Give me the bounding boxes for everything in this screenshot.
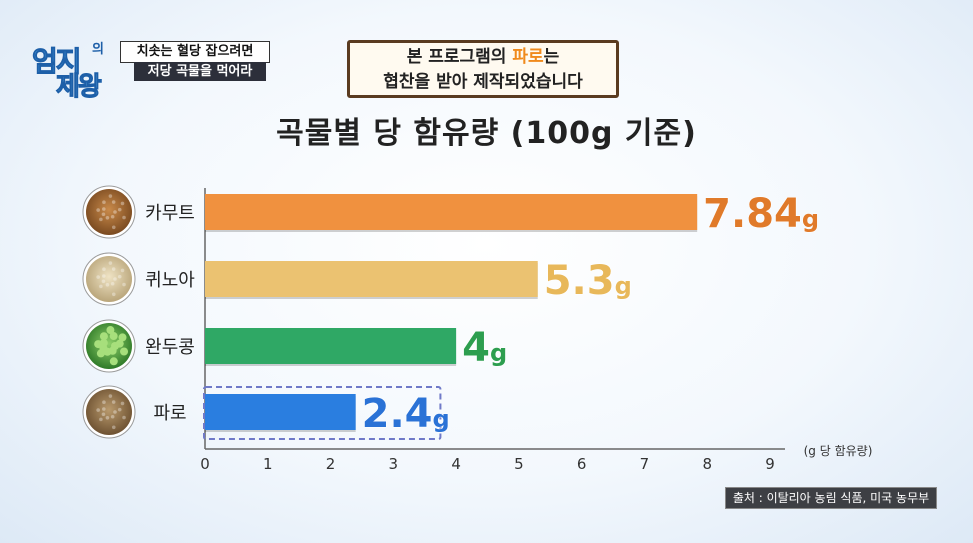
icon-texture-dot (120, 347, 129, 356)
icon-texture-dot (113, 277, 117, 281)
x-tick-label: 4 (451, 455, 461, 473)
icon-texture-dot (111, 225, 116, 230)
bar (205, 328, 457, 364)
icon-fill (86, 256, 132, 302)
value-label: 4g (462, 325, 507, 371)
x-tick-label: 6 (577, 455, 587, 473)
icon-texture-dot (102, 200, 106, 205)
icon-texture-dot (111, 200, 116, 204)
bar (205, 261, 538, 297)
x-tick-label: 5 (514, 455, 524, 473)
icon-texture-dot (111, 267, 116, 271)
icon-texture-dot (122, 215, 126, 220)
icon-texture-dot (108, 194, 113, 198)
x-tick-label: 0 (200, 455, 210, 473)
x-tick-label: 9 (765, 455, 775, 473)
farro-grain-icon (82, 385, 136, 439)
category-label: 파로 (153, 403, 186, 424)
subtitle-line-2: 저당 곡물을 먹어라 (134, 62, 266, 81)
icon-texture-dot (120, 268, 125, 273)
icon-texture-dot (102, 407, 106, 411)
x-tick-label: 1 (263, 455, 273, 473)
icon-texture-dot (99, 332, 108, 341)
icon-texture-dot (101, 412, 106, 417)
icon-texture-dot (122, 415, 126, 420)
icon-texture-dot (111, 292, 116, 297)
icon-texture-dot (108, 261, 113, 265)
icon-texture-dot (113, 210, 117, 214)
bar (205, 194, 698, 230)
icon-texture-dot (102, 207, 106, 211)
icon-texture-dot (117, 407, 122, 412)
episode-subtitle: 치솟는 혈당 잡으려면 저당 곡물을 먹어라 (120, 41, 270, 82)
pea-icon (82, 319, 136, 373)
icon-texture-dot (122, 282, 126, 287)
value-label: 7.84g (703, 191, 819, 237)
category-label: 퀴노아 (145, 270, 195, 291)
icon-texture-dot (101, 212, 106, 217)
category-label: 카무트 (145, 203, 195, 224)
icon-texture-dot (96, 208, 100, 212)
bar (205, 394, 356, 430)
icon-texture-dot (105, 415, 110, 420)
icon-fill (86, 189, 132, 235)
icon-texture-dot (99, 217, 103, 222)
icon-texture-dot (96, 275, 100, 279)
notice-line-2: 협찬을 받아 제작되었습니다 (383, 72, 583, 92)
icon-texture-dot (118, 333, 127, 342)
icon-texture-dot (110, 214, 115, 219)
notice-line-1: 본 프로그램의 파로는 (406, 47, 560, 67)
x-tick-label: 3 (389, 455, 399, 473)
icon-texture-dot (110, 281, 115, 286)
source-caption: 출처 : 이탈리아 농림 식품, 미국 농무부 (725, 487, 937, 509)
sponsorship-notice: 본 프로그램의 파로는 협찬을 받아 제작되었습니다 (347, 40, 619, 98)
logo-main-text: 엄지 (32, 45, 83, 79)
program-logo: 엄지 의 제왕 (28, 38, 118, 103)
icon-texture-dot (101, 279, 106, 284)
icon-texture-dot (120, 201, 125, 206)
icon-texture-dot (96, 408, 100, 412)
icon-texture-dot (117, 207, 122, 212)
icon-texture-dot (110, 414, 115, 419)
icon-texture-dot (102, 400, 106, 405)
notice-highlight: 파로 (512, 47, 544, 67)
logo-sub-text: 제왕 (56, 72, 103, 103)
icon-texture-dot (115, 339, 124, 348)
kamut-grain-icon (82, 185, 136, 239)
icon-texture-dot (109, 357, 118, 366)
icon-texture-dot (105, 282, 110, 287)
icon-texture-dot (113, 410, 117, 414)
icon-texture-dot (109, 332, 118, 341)
icon-texture-dot (99, 417, 103, 422)
icon-texture-dot (120, 401, 125, 406)
quinoa-grain-icon (82, 252, 136, 306)
x-tick-label: 2 (326, 455, 336, 473)
x-axis-label: (g 당 함유량) (804, 444, 873, 458)
value-label: 5.3g (544, 258, 632, 304)
category-label: 완두콩 (145, 337, 195, 358)
logo-small-text: 의 (92, 42, 104, 57)
icon-texture-dot (105, 215, 110, 220)
icon-texture-dot (106, 326, 115, 335)
x-tick-label: 8 (702, 455, 712, 473)
icon-texture-dot (117, 274, 122, 279)
x-tick-label: 7 (640, 455, 650, 473)
icon-texture-dot (111, 425, 116, 430)
highlight-box (203, 386, 442, 440)
icon-texture-dot (99, 338, 108, 347)
icon-texture-dot (111, 400, 116, 404)
icon-texture-dot (99, 284, 103, 289)
icon-texture-dot (102, 267, 106, 272)
icon-fill (86, 389, 132, 435)
icon-texture-dot (108, 394, 113, 398)
value-label: 2.4g (362, 391, 450, 437)
chart-title: 곡물별 당 함유량 (100g 기준) (276, 116, 697, 151)
icon-texture-dot (102, 274, 106, 278)
